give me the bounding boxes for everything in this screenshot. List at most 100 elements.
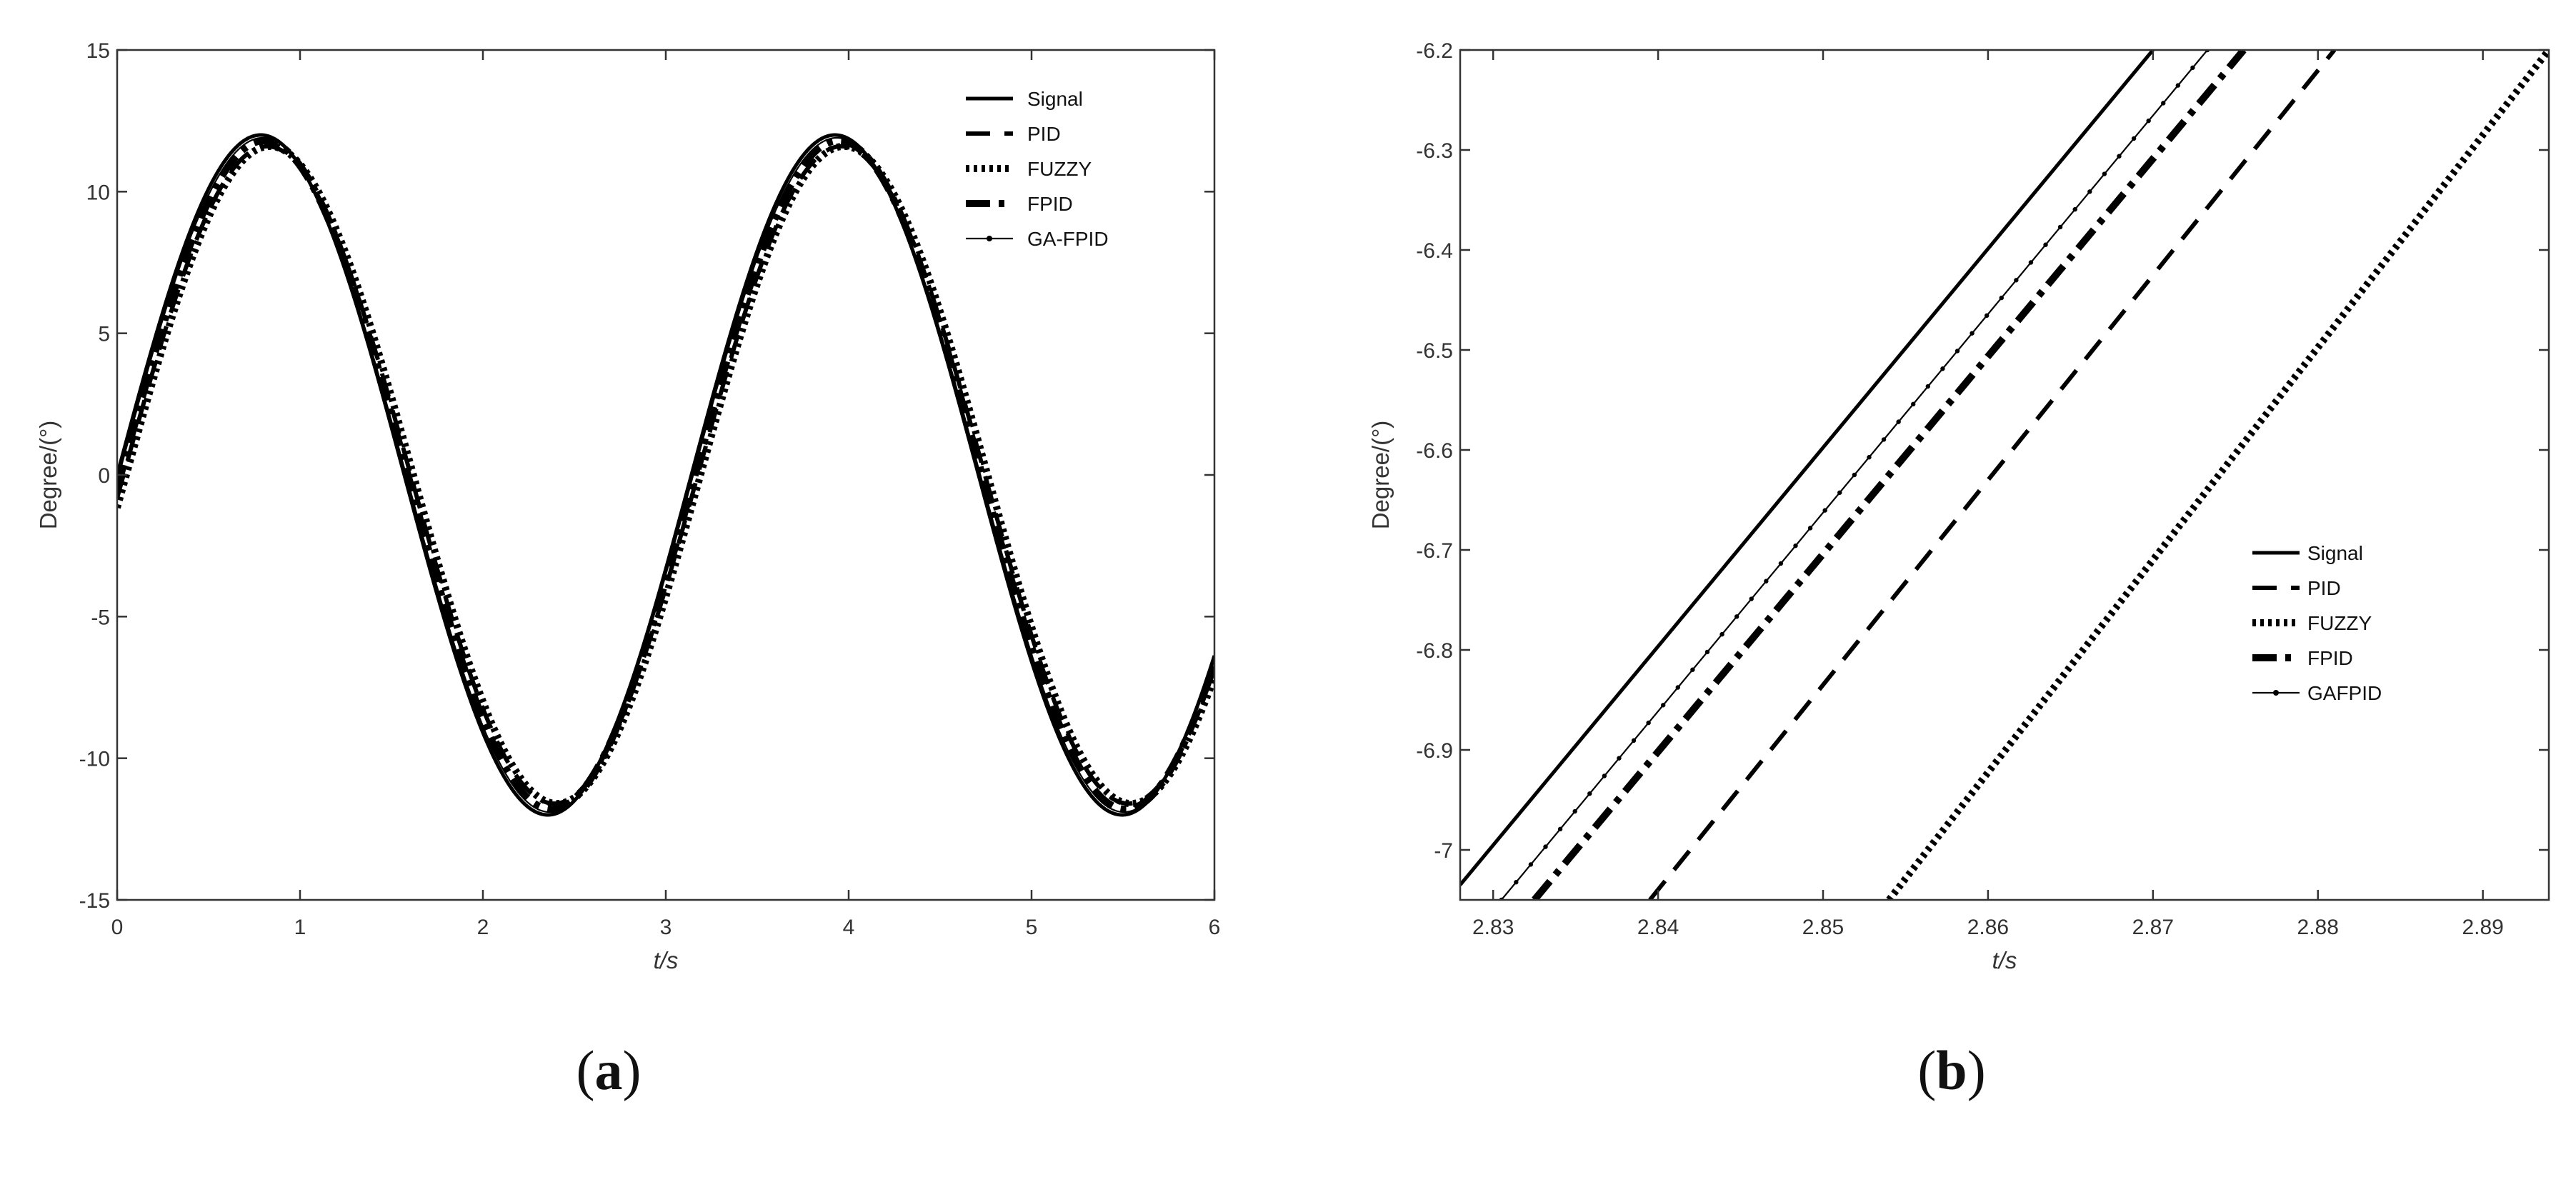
panel-label-a-letter: a [595, 1039, 623, 1101]
legend-label-signal: Signal [1027, 88, 1083, 110]
y-tick-label: 10 [86, 181, 110, 204]
y-tick-label: -6.4 [1416, 239, 1453, 263]
y-tick-label: 15 [86, 39, 110, 63]
y-tick-label: -5 [91, 606, 110, 629]
series-marker-gafpid [1970, 331, 1975, 336]
x-tick-label: 2.87 [2132, 916, 2174, 939]
series-line-pid [1648, 50, 2337, 900]
series-marker-gafpid [2102, 171, 2107, 176]
series-marker-gafpid [1955, 349, 1960, 354]
series-group [1460, 50, 2549, 900]
series-marker-gafpid [1881, 437, 1887, 442]
series-marker-gafpid [1764, 579, 1769, 584]
x-tick-label: 0 [111, 916, 124, 939]
series-marker-gafpid [1837, 490, 1842, 495]
series-marker-gafpid [1675, 685, 1680, 690]
legend-label-fuzzy: FUZZY [1027, 158, 1092, 180]
y-tick-label: -6.6 [1416, 439, 1453, 463]
x-tick-label: 2.84 [1637, 916, 1679, 939]
series-marker-gafpid [1778, 561, 1784, 566]
series-marker-gafpid [2087, 189, 2092, 194]
y-axis-title: Degree/(°) [35, 421, 61, 530]
series-line-fpid [1532, 50, 2247, 900]
y-tick-label: -6.5 [1416, 339, 1453, 363]
legend: Signal PID FUZZY FPID GAFPID [2252, 542, 2382, 704]
legend-label-pid: PID [1027, 123, 1061, 145]
y-tick-label: -7 [1434, 839, 1453, 863]
series-marker-gafpid [2131, 136, 2137, 141]
series-marker-gafpid [2028, 260, 2034, 265]
series-marker-gafpid [1734, 614, 1739, 619]
x-tick-label: 2.88 [2297, 916, 2339, 939]
series-marker-gafpid [1690, 667, 1695, 672]
y-axis-title: Degree/(°) [1367, 421, 1394, 530]
series-marker-gafpid [1984, 313, 1990, 319]
legend-label-ga-fpid: GA-FPID [1027, 228, 1109, 250]
series-marker-gafpid [2190, 65, 2195, 70]
legend-marker-gafpid [2273, 690, 2279, 696]
legend: Signal PID FUZZY FPID GA-FPID [966, 88, 1109, 250]
series-marker-gafpid [2117, 154, 2122, 159]
panel-label-b-letter: b [1936, 1039, 1967, 1101]
legend-label-gafpid: GAFPID [2307, 682, 2382, 704]
legend-label-fpid: FPID [1027, 193, 1073, 215]
series-marker-gafpid [1852, 472, 1857, 478]
series-marker-gafpid [1911, 401, 1916, 407]
x-tick-label: 1 [294, 916, 306, 939]
series-marker-gafpid [1617, 756, 1622, 761]
x-tick-label: 5 [1026, 916, 1038, 939]
series-marker-gafpid [1602, 773, 1607, 778]
series-marker-gafpid [1749, 596, 1754, 601]
series-marker-gafpid [2057, 224, 2063, 230]
series-marker-gafpid [1719, 631, 1724, 637]
series-marker-gafpid [1925, 384, 1931, 389]
x-tick-label: 2.85 [1802, 916, 1844, 939]
series-marker-gafpid [1557, 826, 1563, 832]
series-marker-gafpid [1631, 738, 1637, 743]
panel-label-a: (a) [576, 1039, 641, 1101]
x-axis-title: t/s [654, 947, 679, 973]
series-marker-gafpid [2146, 118, 2151, 124]
series-marker-gafpid [1646, 720, 1651, 726]
series-line-fuzzy [1886, 50, 2549, 900]
panel-label-b: (b) [1917, 1039, 1985, 1101]
series-line-ga-fpid [117, 136, 1214, 813]
x-axis-title: t/s [1992, 947, 2017, 973]
chart-panel-b: 2.83 2.84 2.85 2.86 2.87 2.88 2.89 -6.2 -6.3 -6.4… [1367, 39, 2550, 973]
series-marker-gafpid [2072, 206, 2077, 212]
y-tick-label: -6.7 [1416, 539, 1453, 563]
y-tick-label: -6.9 [1416, 739, 1453, 763]
series-marker-gafpid [2043, 242, 2048, 247]
series-marker-gafpid [2175, 83, 2181, 88]
series-marker-gafpid [1587, 791, 1592, 796]
series-marker-gafpid [1514, 880, 1519, 885]
legend-label-fpid: FPID [2307, 647, 2353, 669]
legend-marker-ga-fpid [987, 236, 992, 241]
series-marker-gafpid [1896, 419, 1901, 424]
series-group [117, 133, 1214, 817]
series-marker-gafpid [2161, 101, 2166, 106]
x-tick-label: 2.89 [2462, 916, 2503, 939]
plot-frame [1459, 49, 2550, 901]
x-tick-label: 2 [477, 916, 489, 939]
y-tick-label: 0 [98, 464, 110, 488]
legend-label-signal: Signal [2307, 542, 2363, 564]
chart-panel-a: 0 1 2 3 4 5 6 15 10 5 0 -5 -10 -15 t/s Degree/(°) Signal… [35, 39, 1220, 973]
x-tick-label: 3 [660, 916, 672, 939]
series-marker-gafpid [1543, 844, 1548, 849]
series-marker-gafpid [1704, 649, 1710, 655]
series-marker-gafpid [1940, 366, 1945, 371]
legend-label-fuzzy: FUZZY [2307, 612, 2372, 634]
x-tick-label: 4 [843, 916, 855, 939]
x-tick-label: 2.83 [1472, 916, 1514, 939]
y-tick-label: -6.8 [1416, 639, 1453, 663]
series-line-signal [1460, 50, 2155, 886]
series-marker-gafpid [1793, 543, 1798, 549]
series-marker-gafpid [1528, 862, 1534, 867]
series-marker-gafpid [1661, 703, 1666, 708]
series-marker-gafpid [1807, 526, 1813, 531]
series-marker-gafpid [1867, 455, 1872, 460]
y-tick-label: -10 [79, 748, 110, 771]
